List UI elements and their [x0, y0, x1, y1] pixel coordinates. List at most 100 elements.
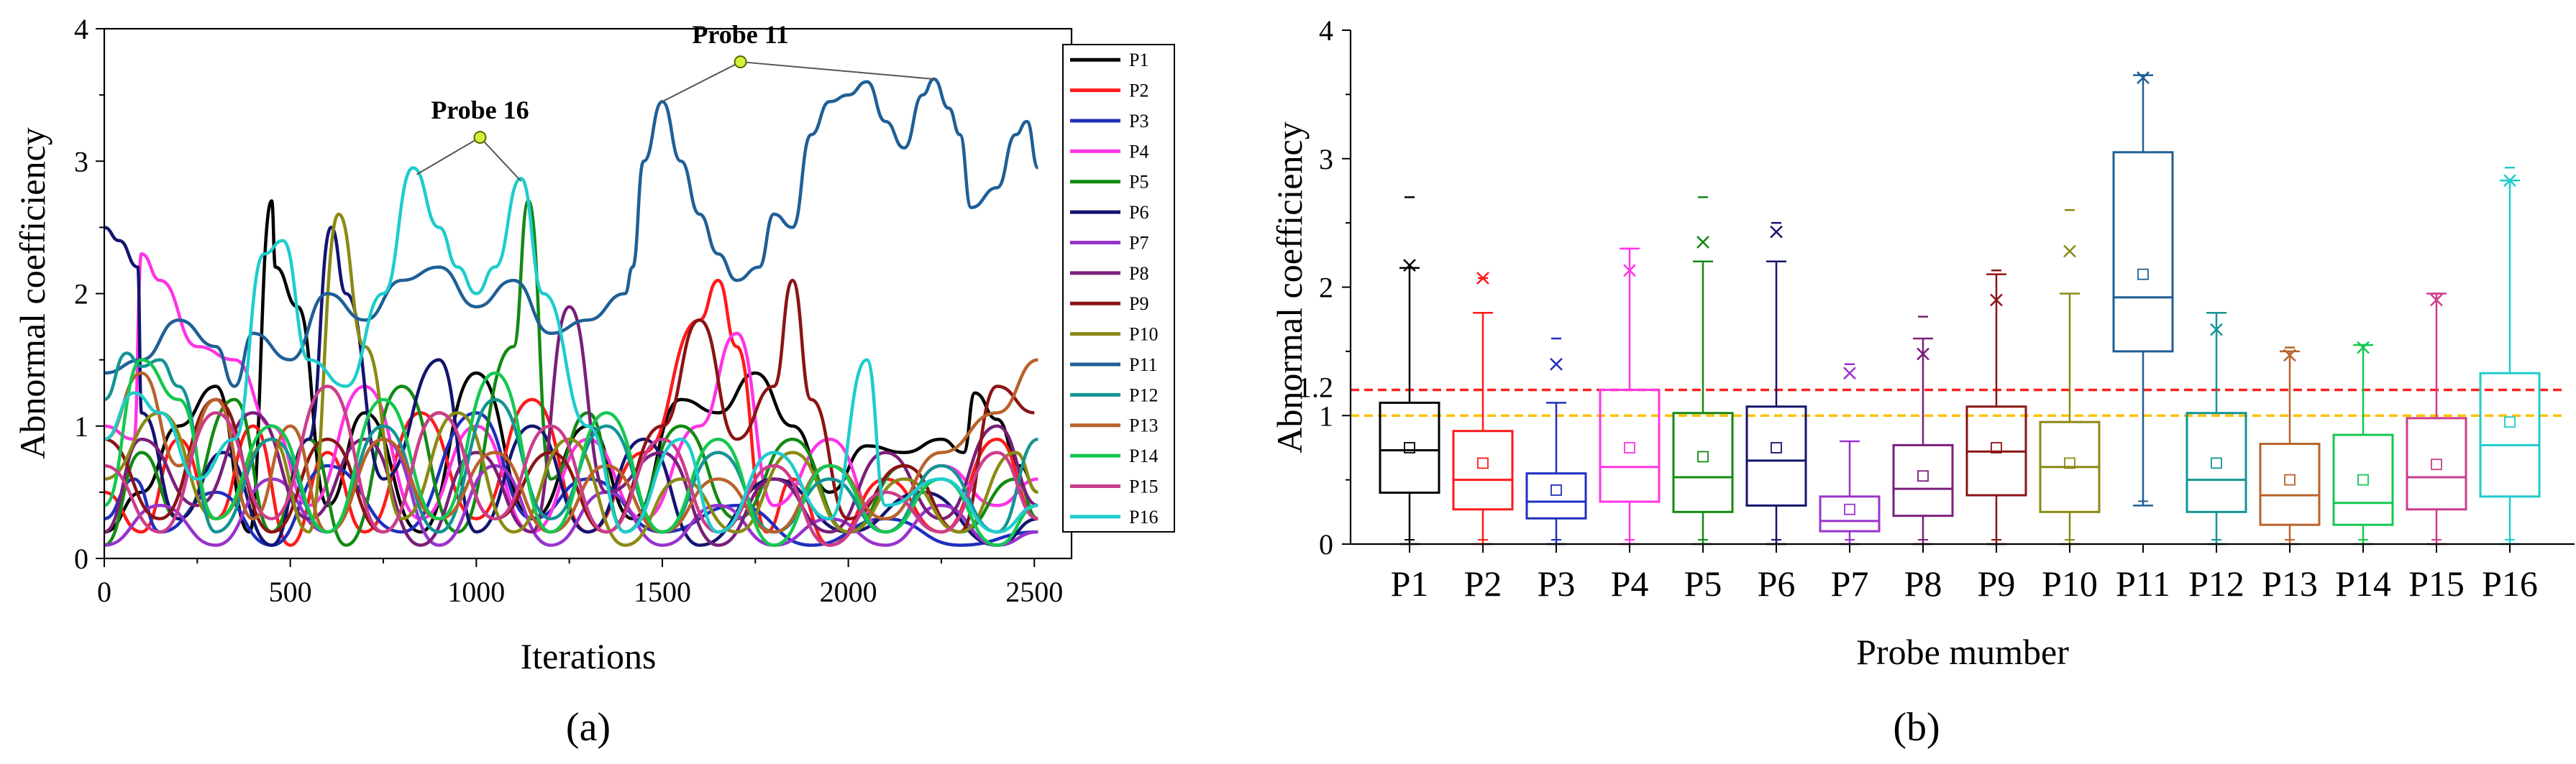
box-p4 [1599, 247, 1661, 546]
y-tick-label: 4 [74, 13, 88, 45]
mean-marker [1917, 470, 1929, 482]
y-tick-label: 4 [1319, 14, 1333, 47]
x-tick-label-p15: P15 [2408, 563, 2465, 604]
box-body [2112, 151, 2174, 353]
x-tick-label-p9: P9 [1978, 563, 2016, 604]
series-line-p7 [104, 437, 1038, 547]
x-axis-title: Iterations [521, 636, 657, 676]
x-tick-label-p16: P16 [2482, 563, 2538, 604]
outlier-x-marker [2357, 341, 2370, 354]
y-tick-label: 2 [1319, 272, 1333, 304]
annotation-leader-line [479, 137, 522, 182]
series-group [104, 77, 1040, 547]
mean-marker [1991, 442, 2002, 454]
box-body [1819, 495, 1881, 533]
legend-label-p10: P10 [1129, 324, 1158, 345]
series-line-p9 [104, 278, 1035, 534]
outlier-x-marker [2210, 323, 2223, 336]
series-line-p11 [104, 77, 1040, 388]
tick-group: 0 500 1000 1500 2000 2500 0 1 2 3 4 [74, 13, 1063, 608]
outlier-x-marker [1623, 264, 1636, 277]
box-p5 [1672, 196, 1734, 546]
box-p10 [2039, 209, 2101, 546]
y-axis-title: Abnormal coefficiency [1269, 121, 1310, 453]
outlier-x-marker [1917, 347, 1929, 361]
boxes-group [1379, 71, 2541, 546]
series-line-p3 [104, 411, 1038, 547]
box-body [1745, 405, 1807, 507]
line-chart-a: 0 500 1000 1500 2000 2500 0 1 2 3 4 Probe 16 Probe… [12, 13, 1175, 750]
y-tick-label: 2 [74, 278, 88, 310]
x-tick-label: 1500 [634, 576, 691, 608]
x-axis-title: Probe mumber [1856, 632, 2069, 672]
mean-marker [1624, 442, 1635, 454]
box-body [1452, 430, 1514, 511]
annotation-group: Probe 16 Probe 11 [416, 20, 934, 182]
box-p15 [2406, 293, 2467, 546]
legend: P1 P2 P3 P4 P5 P6 P7 P8 P9 P10 P11 P12 P13 P14 P15 P16 [1062, 44, 1175, 533]
box-body [2186, 412, 2247, 513]
x-tick-label-p11: P11 [2116, 563, 2170, 604]
legend-label-p11: P11 [1129, 354, 1158, 375]
legend-label-p7: P7 [1129, 232, 1148, 253]
legend-label-p16: P16 [1129, 507, 1158, 528]
legend-label-p2: P2 [1129, 80, 1148, 101]
box-p6 [1745, 221, 1807, 546]
mean-marker [1550, 484, 1562, 496]
outlier-x-marker [1843, 367, 1856, 380]
y-tick-label: 0 [74, 543, 88, 575]
y-tick-label: 3 [1319, 143, 1333, 175]
legend-label-p3: P3 [1129, 111, 1148, 132]
mean-marker [2064, 457, 2075, 469]
x-tick-label: 0 [97, 576, 111, 608]
mean-marker [2284, 474, 2296, 486]
legend-label-p15: P15 [1129, 476, 1158, 497]
box-p2 [1452, 272, 1514, 546]
box-body [2406, 417, 2467, 511]
legend-label-p14: P14 [1129, 446, 1158, 466]
mean-marker [1771, 442, 1782, 454]
legend-label-p13: P13 [1129, 415, 1158, 436]
series-line-p10 [104, 212, 1039, 547]
box-p14 [2332, 341, 2394, 546]
outlier-x-marker [1990, 293, 2003, 307]
y-axis-title: Abnormal coefficiency [12, 127, 52, 459]
box-body [1672, 412, 1734, 513]
outlier-x-marker [2137, 71, 2150, 85]
legend-label-p9: P9 [1129, 293, 1148, 314]
outlier-x-marker [2063, 244, 2076, 258]
annotation-probe-11: Probe 11 [692, 20, 788, 49]
outlier-x-marker [1550, 357, 1563, 371]
annotation-marker [473, 131, 487, 144]
x-tick-label: 2500 [1005, 576, 1063, 608]
box-p13 [2259, 346, 2321, 546]
annotation-leader-line [416, 137, 480, 175]
x-tick-label-p6: P6 [1758, 563, 1796, 604]
axes-group [1349, 30, 2575, 546]
x-tick-label-p3: P3 [1538, 563, 1576, 604]
box-body [2332, 433, 2394, 526]
annotation-leader-line [662, 61, 741, 103]
outlier-x-marker [2283, 349, 2296, 362]
annotation-marker [734, 55, 747, 69]
mean-marker [2211, 457, 2222, 469]
x-tick-label: 1000 [447, 576, 505, 608]
box-p16 [2479, 167, 2541, 546]
panel-label-b: (b) [1893, 705, 1940, 750]
y-tick-label: 0 [1319, 528, 1333, 561]
legend-box [1062, 44, 1175, 533]
x-tick-label-p7: P7 [1831, 563, 1869, 604]
x-tick-label-p13: P13 [2262, 563, 2318, 604]
annotation-probe-16: Probe 16 [431, 96, 529, 124]
y-tick-label: 3 [74, 145, 88, 178]
x-tick-label: 2000 [820, 576, 877, 608]
legend-label-p4: P4 [1129, 141, 1148, 162]
box-body [1892, 443, 1954, 517]
box-body [1599, 389, 1661, 503]
panel-b: 0 1 2 3 4 1.2 P1 P2 P3 P4 P5 P6 P7 P8 P9 P10 P11 P12 P13 P1… [1223, 0, 2576, 760]
x-tick-label-p5: P5 [1684, 563, 1722, 604]
outlier-x-marker [1770, 225, 1783, 239]
box-p8 [1892, 316, 1954, 546]
series-line-p8 [104, 305, 1039, 547]
mean-marker [1404, 442, 1415, 454]
